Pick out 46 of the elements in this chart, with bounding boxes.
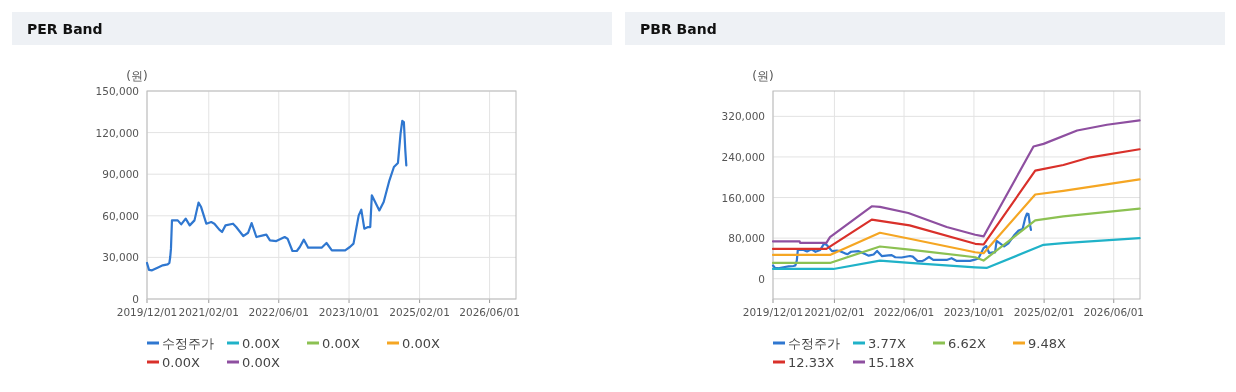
line-series xyxy=(771,207,1141,265)
legend-label: 수정주가 xyxy=(788,336,840,351)
x-tick-label: 2019/12/01 xyxy=(742,306,804,318)
line-series xyxy=(771,148,1141,250)
legend-label: 0.00X xyxy=(162,355,200,370)
x-tick-label: 2023/10/01 xyxy=(943,306,1005,318)
line-series xyxy=(771,178,1141,257)
legend-label: 0.00X xyxy=(242,355,280,370)
x-tick-label: 2022/06/01 xyxy=(873,306,935,318)
legend-label: 0.00X xyxy=(402,336,440,351)
x-tick-label: 2022/06/01 xyxy=(248,306,310,318)
legend-label: 15.18X xyxy=(868,355,915,370)
x-tick-label: 2025/02/01 xyxy=(389,306,450,318)
y-axis-title: (원) xyxy=(126,69,148,83)
y-tick-label: 80,000 xyxy=(728,232,765,245)
x-tick-label: 2026/06/01 xyxy=(459,306,520,318)
chart-title: PBR Band xyxy=(640,21,717,37)
y-tick-label: 60,000 xyxy=(102,209,139,222)
x-tick-label: 2021/02/01 xyxy=(178,306,240,318)
x-tick-label: 2026/06/01 xyxy=(1083,306,1144,318)
x-tick-label: 2023/10/01 xyxy=(318,306,380,318)
legend-label: 3.77X xyxy=(868,336,906,351)
y-tick-label: 120,000 xyxy=(95,126,139,139)
line-series xyxy=(771,212,1033,270)
legend-label: 12.33X xyxy=(788,355,835,370)
y-axis-title: (원) xyxy=(752,69,774,83)
legend-label: 0.00X xyxy=(242,336,280,351)
legend-label: 0.00X xyxy=(322,336,360,351)
x-tick-label: 2025/02/01 xyxy=(1013,306,1075,318)
x-tick-label: 2021/02/01 xyxy=(804,306,865,318)
legend-label: 6.62X xyxy=(948,336,986,351)
y-tick-label: 150,000 xyxy=(95,85,139,97)
y-tick-label: 240,000 xyxy=(721,150,765,163)
chart-title: PER Band xyxy=(27,21,103,37)
y-tick-label: 320,000 xyxy=(721,110,765,123)
y-tick-label: 30,000 xyxy=(102,251,139,264)
y-tick-label: 160,000 xyxy=(721,191,765,204)
legend-label: 수정주가 xyxy=(162,336,214,351)
y-tick-label: 0 xyxy=(758,272,765,285)
y-tick-label: 0 xyxy=(132,293,139,305)
x-tick-label: 2019/12/01 xyxy=(116,306,178,318)
line-series xyxy=(771,237,1141,271)
line-series xyxy=(771,119,1141,244)
y-tick-label: 90,000 xyxy=(102,168,139,181)
line-series xyxy=(145,119,408,272)
legend-label: 9.48X xyxy=(1028,336,1066,351)
